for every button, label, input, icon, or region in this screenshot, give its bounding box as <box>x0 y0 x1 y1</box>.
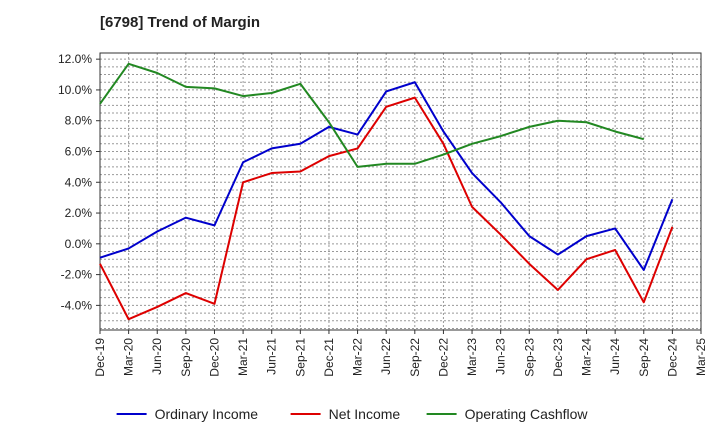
series-line-ordinary-income <box>99 81 674 271</box>
x-tick-label: Jun-21 <box>265 338 279 375</box>
x-tick-label: Sep-21 <box>293 338 307 377</box>
x-tick-label: Mar-20 <box>122 338 136 376</box>
x-tick-label: Jun-22 <box>379 338 393 375</box>
plot-area <box>100 53 701 330</box>
x-tick-label: Jun-23 <box>494 338 508 375</box>
x-tick-label: Sep-23 <box>522 338 536 377</box>
y-tick-label: 12.0% <box>58 52 92 66</box>
x-tick-label: Sep-22 <box>408 338 422 377</box>
y-tick-label: 6.0% <box>65 144 93 158</box>
x-tick-label: Sep-20 <box>179 338 193 377</box>
y-tick-label: -2.0% <box>61 268 93 282</box>
x-tick-label: Dec-22 <box>436 338 450 377</box>
x-tick-label: Dec-23 <box>551 338 565 377</box>
x-tick-label: Jun-20 <box>150 338 164 375</box>
x-tick-label: Mar-22 <box>351 338 365 376</box>
legend-label-net-income: Net Income <box>329 406 401 422</box>
x-tick-label: Mar-24 <box>580 338 594 376</box>
y-tick-label: 0.0% <box>65 237 93 251</box>
x-tick-label: Mar-21 <box>236 338 250 376</box>
x-tick-label: Jun-24 <box>608 338 622 375</box>
y-tick-label: 10.0% <box>58 83 92 97</box>
x-tick-label: Dec-24 <box>665 338 679 377</box>
x-tick-label: Dec-21 <box>322 338 336 377</box>
x-tick-label: Dec-19 <box>93 338 107 377</box>
legend-label-ordinary-income: Ordinary Income <box>155 406 259 422</box>
x-tick-label: Dec-20 <box>207 338 221 377</box>
y-tick-label: 4.0% <box>65 175 93 189</box>
legend-label-operating-cashflow: Operating Cashflow <box>465 406 589 422</box>
x-tick-label: Mar-23 <box>465 338 479 376</box>
plot-border <box>99 52 702 331</box>
series-line-operating-cashflow <box>99 62 645 168</box>
y-tick-label: 8.0% <box>65 114 93 128</box>
x-tick-label: Sep-24 <box>637 338 651 377</box>
y-tick-label: -4.0% <box>61 298 93 312</box>
chart-title: [6798] Trend of Margin <box>100 14 261 31</box>
y-tick-label: 2.0% <box>65 206 93 220</box>
x-tick-label: Mar-25 <box>694 338 708 376</box>
series-line-net-income <box>99 96 674 321</box>
